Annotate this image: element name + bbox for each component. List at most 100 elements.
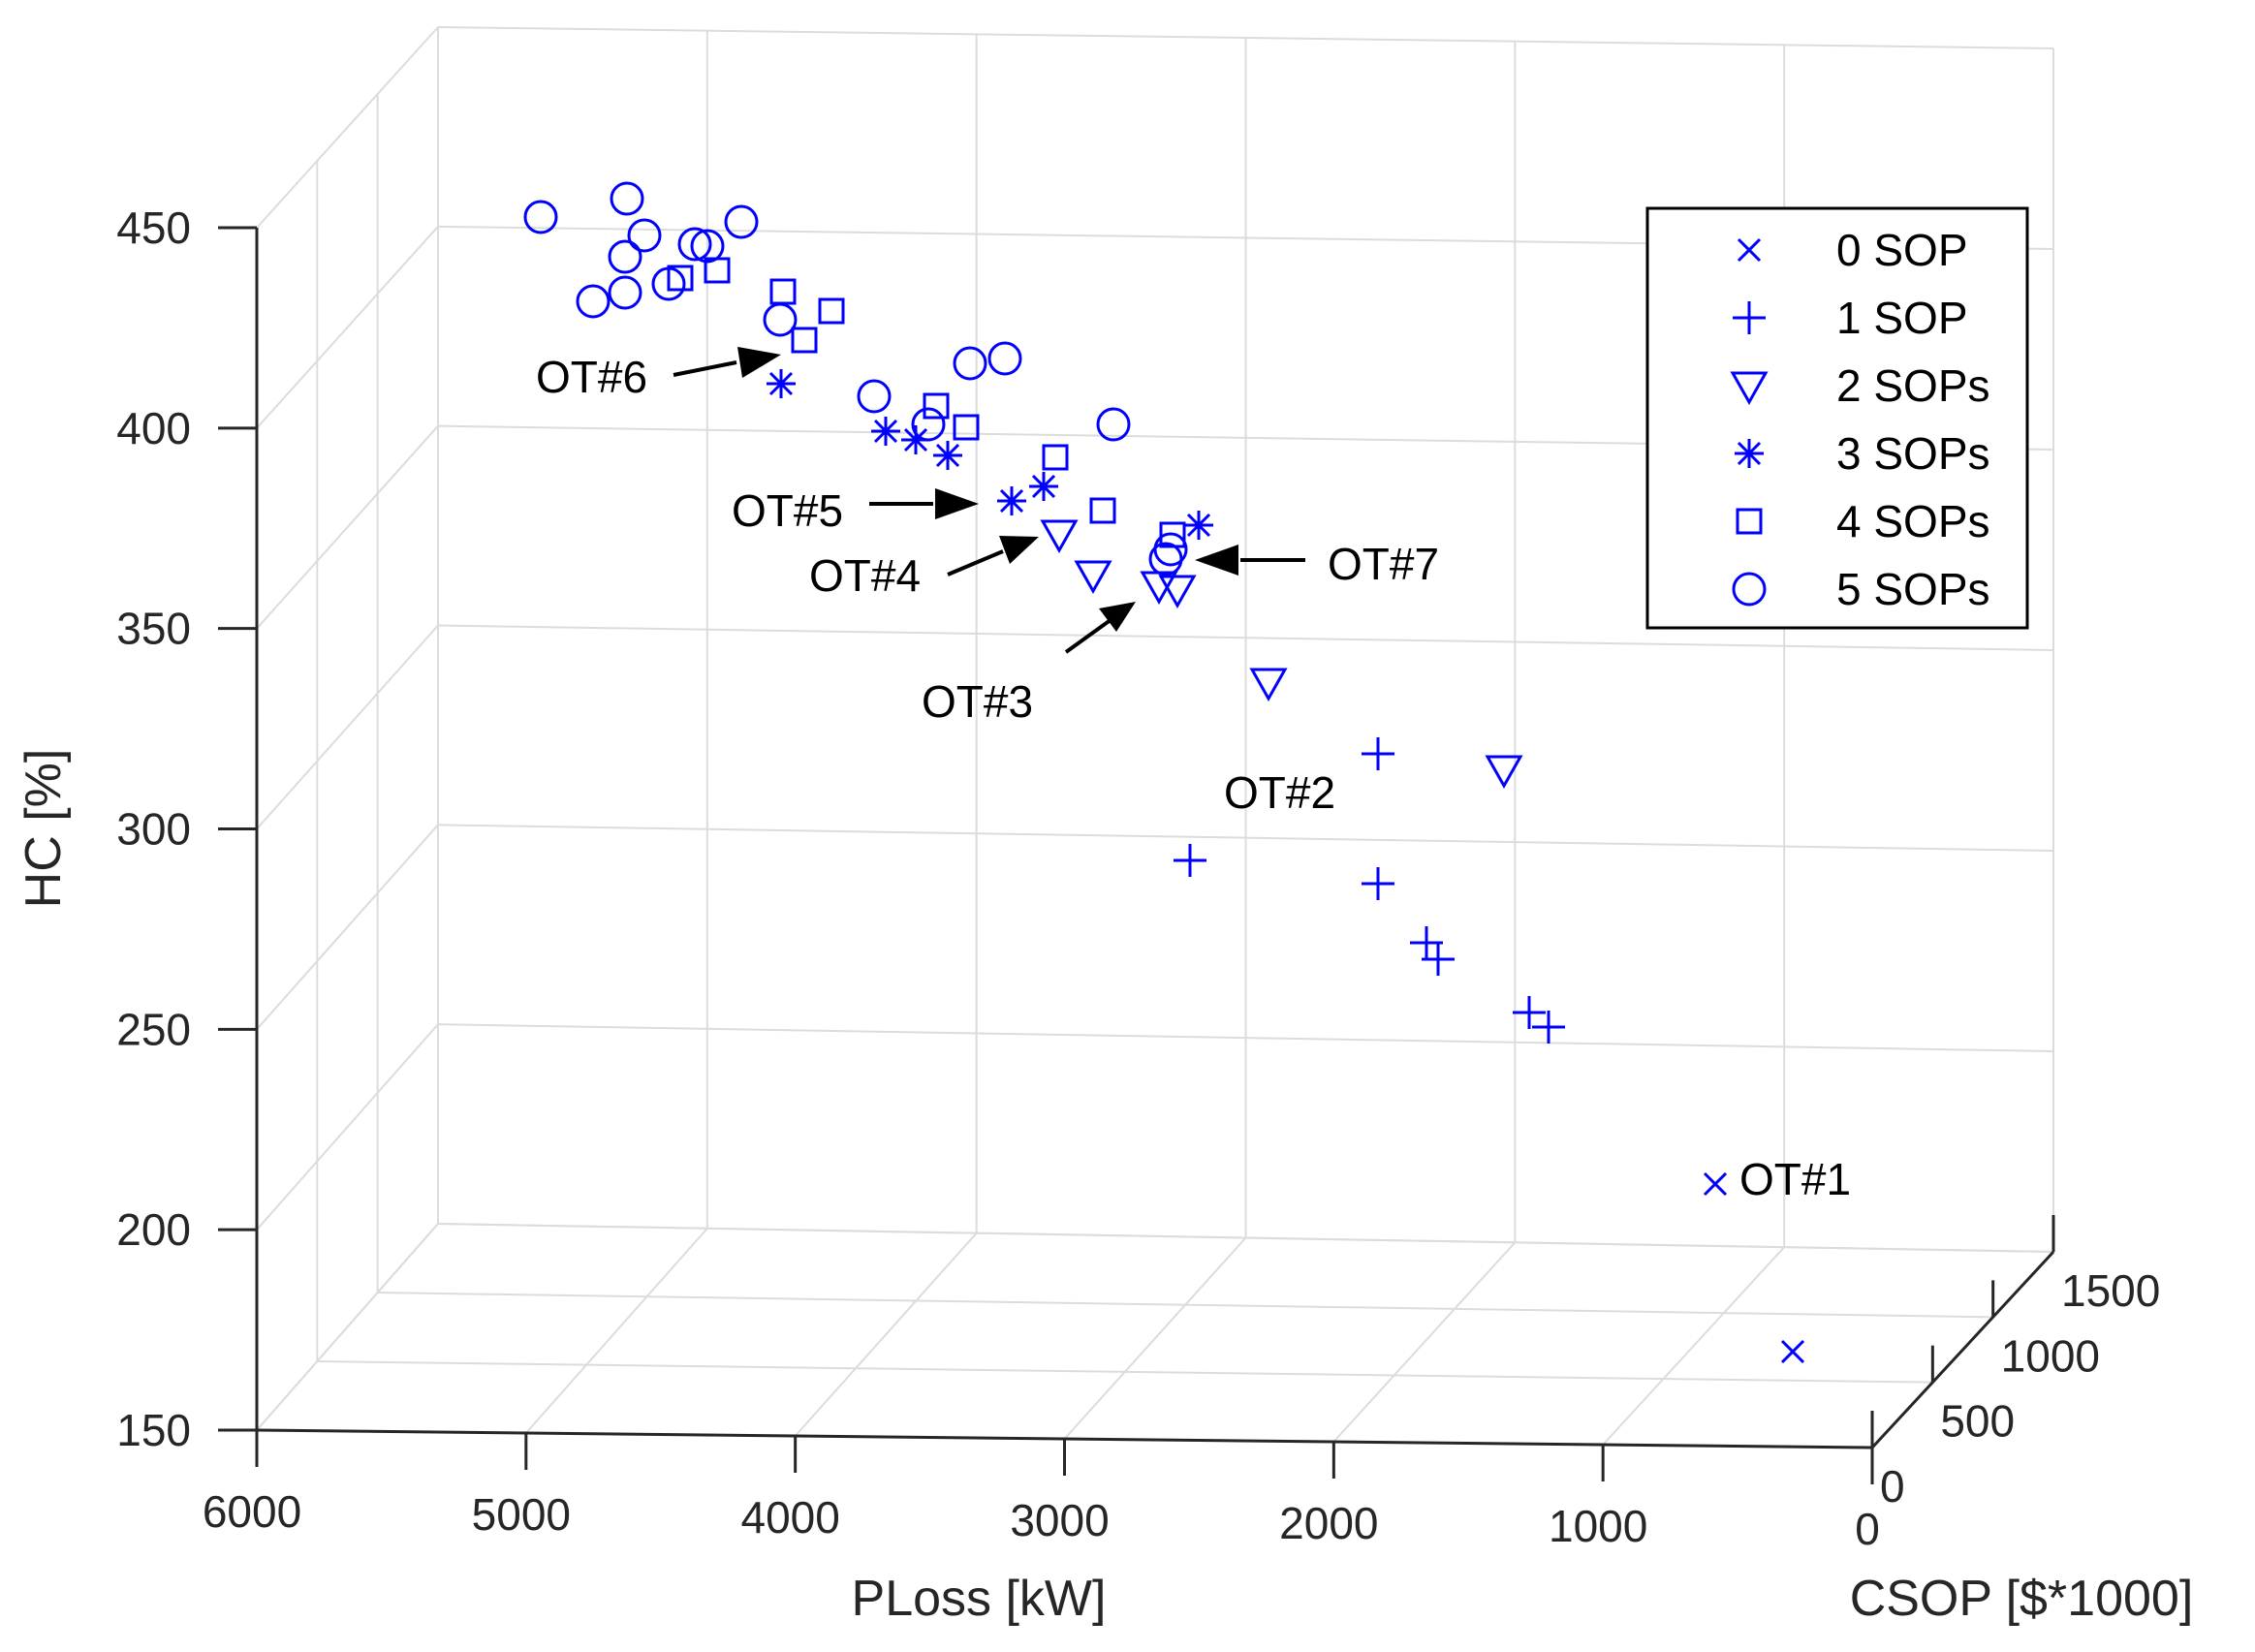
legend-label: 3 SOPs	[1836, 428, 1990, 479]
legend-label: 4 SOPs	[1836, 496, 1990, 546]
x-tick-label: 1000	[1549, 1501, 1647, 1551]
data-point-+	[1513, 996, 1546, 1029]
legend-label: 1 SOP	[1836, 293, 1968, 343]
grid-side-horizontal	[256, 226, 439, 429]
x-tick-label: 5000	[472, 1489, 571, 1540]
data-point-circle	[953, 346, 987, 381]
y-axis-line	[1870, 1250, 2055, 1449]
x-tick-label: 6000	[203, 1486, 301, 1537]
data-point-circle	[857, 379, 892, 414]
annotation-ot7: OT#7	[1328, 539, 1439, 589]
data-point-square	[1089, 497, 1116, 524]
data-point-*	[767, 369, 796, 398]
annotation-ot3: OT#3	[922, 676, 1033, 727]
tick-marks	[218, 226, 2055, 1484]
grid-side-horizontal	[256, 824, 439, 1030]
legend-marker-triangle-down	[1730, 371, 1769, 406]
data-point-circle	[987, 341, 1022, 376]
data-point-+	[1422, 943, 1455, 976]
grid-back-horizontal	[437, 26, 2054, 49]
data-point-circle	[610, 181, 644, 216]
legend-label: 0 SOP	[1836, 225, 1968, 275]
z-tick-label: 450	[116, 203, 191, 253]
data-point-+	[1532, 1011, 1565, 1044]
data-point-*	[933, 441, 962, 470]
annotation-ot4: OT#4	[809, 550, 921, 601]
grid-back-horizontal	[437, 624, 2054, 651]
x-tick-label: 2000	[1279, 1498, 1378, 1548]
data-point-triangle-down	[1158, 575, 1197, 609]
data-point-x	[1703, 1171, 1728, 1197]
data-point-circle	[911, 407, 946, 442]
data-point-circle	[677, 227, 712, 262]
annotation-ot2: OT#2	[1224, 767, 1335, 818]
arrow-ot3	[1064, 602, 1136, 654]
data-point-square	[791, 327, 818, 354]
grid-back-horizontal	[437, 1023, 2054, 1052]
annotation-ot6: OT#6	[536, 352, 647, 402]
data-point-square	[818, 297, 845, 325]
data-point-circle	[1153, 532, 1188, 567]
grid-side-horizontal	[256, 1023, 439, 1231]
data-point-*	[997, 486, 1026, 515]
data-point-circle	[724, 204, 759, 239]
x-tick-label: 0	[1855, 1504, 1880, 1554]
arrow-ot5	[869, 488, 979, 519]
data-point-circle	[523, 200, 558, 234]
z-tick-label: 300	[116, 804, 191, 855]
arrow-ot7	[1195, 545, 1305, 576]
y-tick-label: 0	[1880, 1461, 1905, 1512]
data-point-square	[769, 278, 797, 305]
data-point-circle	[1096, 407, 1131, 442]
data-point-square	[923, 392, 950, 420]
grid-floor-x	[1332, 1241, 1517, 1443]
data-point-x	[1780, 1339, 1805, 1364]
z-tick-label: 400	[116, 403, 191, 453]
grid-floor-y	[317, 1360, 1933, 1384]
y-tick-label: 500	[1940, 1396, 2015, 1447]
data-point-circle	[651, 266, 686, 301]
grid-floor-x	[1063, 1236, 1247, 1440]
annotation-ot1: OT#1	[1739, 1154, 1851, 1204]
grid-side-horizontal	[256, 424, 439, 630]
z-tick-label: 250	[116, 1004, 191, 1054]
data-point-circle	[608, 275, 642, 310]
data-point-+	[1362, 867, 1394, 900]
legend-marker-+	[1733, 301, 1766, 334]
annotation-ot5: OT#5	[732, 485, 843, 536]
grid-floor-x	[794, 1232, 978, 1437]
grid-back-horizontal	[437, 824, 2054, 852]
arrow-ot6	[673, 347, 781, 378]
grid-side-horizontal	[256, 624, 439, 830]
data-point-circle	[608, 239, 642, 274]
y-tick-label: 1500	[2061, 1265, 2160, 1316]
data-point-square	[1042, 444, 1069, 471]
data-markers	[523, 181, 1805, 1364]
data-point-triangle-down	[1249, 668, 1288, 702]
z-tick-label: 350	[116, 604, 191, 654]
data-point-circle	[763, 302, 798, 337]
grid-side-horizontal	[256, 26, 439, 229]
y-axis-label: CSOP [$*1000]	[1850, 1571, 2194, 1627]
data-point-triangle-down	[1074, 560, 1112, 595]
data-point-+	[1362, 737, 1394, 770]
data-point-circle	[576, 284, 611, 319]
data-point-triangle-down	[1040, 519, 1079, 554]
z-tick-label: 200	[116, 1204, 191, 1255]
x-tick-label: 4000	[740, 1492, 839, 1543]
y-tick-label: 1000	[2001, 1330, 2100, 1381]
grid-floor-y	[377, 1292, 1993, 1319]
data-point-circle	[627, 218, 662, 253]
data-point-+	[1174, 844, 1206, 877]
legend-marker-square	[1736, 508, 1763, 535]
x-axis-label: PLoss [kW]	[852, 1571, 1107, 1627]
data-point-*	[1184, 511, 1213, 540]
legend-label: 5 SOPs	[1836, 564, 1990, 614]
legend-marker-*	[1735, 439, 1764, 468]
grid-floor-x	[256, 1223, 439, 1431]
data-point-*	[1029, 472, 1058, 501]
grid-floor-x	[1602, 1246, 1785, 1446]
legend-label: 2 SOPs	[1836, 360, 1990, 411]
